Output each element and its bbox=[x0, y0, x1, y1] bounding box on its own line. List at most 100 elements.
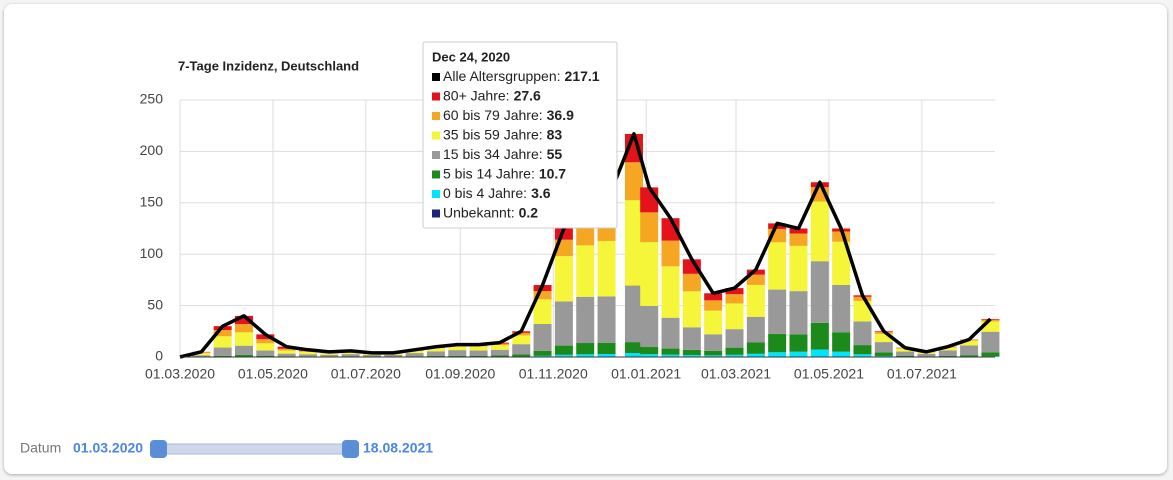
bar-segment bbox=[682, 349, 701, 356]
bar-segment bbox=[853, 354, 872, 357]
bar-segment bbox=[810, 322, 829, 350]
legend-label: 0 bis 4 Jahre: bbox=[443, 185, 527, 201]
tooltip-row: 15 bis 34 Jahre: 55 bbox=[443, 146, 562, 162]
bar-segment bbox=[384, 354, 403, 357]
bar-segment bbox=[512, 344, 531, 355]
slider-handle-left[interactable] bbox=[150, 440, 167, 458]
bar-segment bbox=[490, 349, 509, 356]
legend-label: 15 bis 34 Jahre: bbox=[443, 146, 543, 162]
bar-segment bbox=[661, 354, 680, 357]
bar-segment bbox=[682, 355, 701, 357]
bar-segment bbox=[469, 350, 488, 356]
bar-segment bbox=[725, 354, 744, 357]
legend-label: Alle Altersgruppen: bbox=[443, 68, 561, 84]
bar-segment bbox=[405, 353, 424, 357]
bar-segment bbox=[789, 233, 808, 246]
bar-segment bbox=[640, 347, 659, 355]
bar-segment bbox=[234, 315, 253, 325]
bar-segment bbox=[789, 291, 808, 335]
bar-segment bbox=[725, 294, 744, 304]
bar-segment bbox=[277, 353, 296, 357]
bar-segment bbox=[704, 350, 723, 356]
bar-segment bbox=[704, 300, 723, 311]
bar-segment bbox=[725, 288, 744, 295]
bar-segment bbox=[832, 241, 851, 285]
bar-segment bbox=[533, 291, 552, 300]
bar-segment bbox=[810, 349, 829, 357]
slider-to: 18.08.2021 bbox=[363, 440, 433, 456]
bar-segment bbox=[853, 345, 872, 355]
bar-segment bbox=[896, 348, 915, 352]
bar-segment bbox=[554, 345, 573, 355]
legend-label: 60 bis 79 Jahre: bbox=[443, 107, 543, 123]
bar-segment bbox=[576, 245, 595, 297]
bar-segment bbox=[853, 321, 872, 346]
bar-segment bbox=[277, 356, 296, 357]
bar-segment bbox=[405, 356, 424, 357]
tooltip-title: Dec 24, 2020 bbox=[432, 49, 510, 64]
bar-segment bbox=[661, 266, 680, 318]
bar-segment bbox=[746, 342, 765, 354]
y-tick-label: 200 bbox=[140, 142, 164, 158]
bar-segment bbox=[640, 187, 659, 213]
bar-segment bbox=[426, 355, 445, 357]
bar-segment bbox=[624, 342, 643, 354]
bar-segment bbox=[277, 348, 296, 351]
slider-handle-right[interactable] bbox=[342, 440, 359, 458]
tooltip-row: Unbekannt: 0.2 bbox=[443, 204, 538, 220]
bar-segment bbox=[490, 344, 509, 350]
bar-segment bbox=[768, 289, 787, 334]
x-tick-label: 01.05.2021 bbox=[794, 366, 864, 382]
legend-swatch bbox=[432, 131, 440, 140]
bar-segment bbox=[810, 261, 829, 323]
bar-segment bbox=[448, 355, 467, 357]
bar-segment bbox=[640, 212, 659, 243]
bar-segment bbox=[554, 354, 573, 357]
bar-segment bbox=[938, 350, 957, 356]
bar-segment bbox=[512, 332, 531, 336]
bar-segment bbox=[320, 354, 339, 357]
bar-segment bbox=[704, 355, 723, 357]
bar-segment bbox=[640, 354, 659, 357]
bar-segment bbox=[533, 299, 552, 325]
bar-segment bbox=[874, 333, 893, 343]
bar-segment bbox=[448, 346, 467, 351]
bar-segment bbox=[746, 316, 765, 343]
y-tick-label: 50 bbox=[147, 296, 163, 312]
bar-segment bbox=[789, 334, 808, 352]
bar-segment bbox=[490, 355, 509, 357]
tooltip-value: 83 bbox=[547, 126, 563, 142]
legend-label: 35 bis 59 Jahre: bbox=[443, 126, 543, 142]
slider-track[interactable] bbox=[157, 443, 351, 455]
bar-segment bbox=[682, 273, 701, 292]
x-tick-label: 01.03.2021 bbox=[701, 366, 771, 382]
bar-segment bbox=[832, 332, 851, 352]
bar-segment bbox=[256, 339, 275, 344]
tooltip-row: 0 bis 4 Jahre: 3.6 bbox=[443, 185, 551, 201]
bar-segment bbox=[789, 245, 808, 292]
tooltip-value: 10.7 bbox=[539, 165, 566, 181]
tooltip-value: 55 bbox=[547, 146, 563, 162]
tooltip-value: 3.6 bbox=[531, 185, 551, 201]
bar-segment bbox=[533, 324, 552, 351]
y-tick-label: 0 bbox=[155, 348, 163, 364]
bar-segment bbox=[725, 347, 744, 355]
bar-segment bbox=[874, 352, 893, 356]
tooltip-box bbox=[422, 41, 618, 229]
bar-segment bbox=[917, 353, 936, 357]
bar-segment bbox=[576, 343, 595, 355]
bar-segment bbox=[341, 356, 360, 357]
bar-segment bbox=[597, 296, 616, 343]
bar-segment bbox=[624, 162, 643, 201]
bar-segment bbox=[682, 259, 701, 274]
tooltip-row: 35 bis 59 Jahre: 83 bbox=[443, 126, 562, 142]
bar-segment bbox=[853, 296, 872, 301]
legend-swatch bbox=[432, 209, 440, 218]
bar-segment bbox=[554, 228, 573, 240]
bar-segment bbox=[704, 310, 723, 335]
x-tick-label: 01.09.2020 bbox=[425, 366, 495, 382]
bar-segment bbox=[896, 355, 915, 357]
legend-label: 80+ Jahre: bbox=[443, 87, 510, 103]
